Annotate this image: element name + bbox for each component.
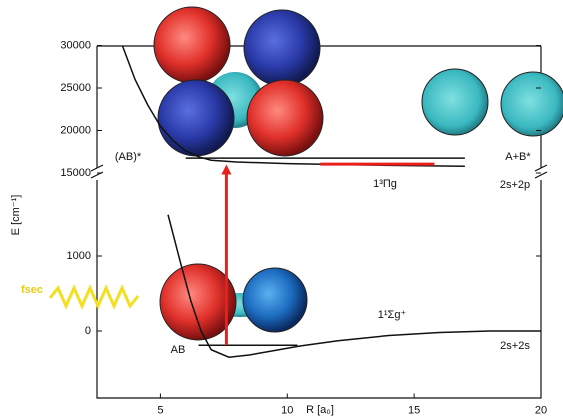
orbital bbox=[422, 69, 488, 135]
x-tick-label: 5 bbox=[157, 404, 163, 416]
annotation: AB bbox=[171, 344, 186, 356]
annotation: 2s+2p bbox=[500, 179, 530, 191]
x-axis-label: R [a₀] bbox=[306, 404, 334, 416]
annotation: 1¹Σg⁺ bbox=[378, 309, 407, 321]
orbital bbox=[158, 80, 234, 156]
chart: E [cm⁻¹] R [a₀] (AB)* A+B* 1³Πg 2s+2p 1¹… bbox=[0, 0, 563, 419]
annotation: 1³Πg bbox=[373, 178, 397, 190]
orbital bbox=[154, 7, 230, 83]
y-axis-label: E [cm⁻¹] bbox=[10, 195, 22, 236]
annotation: 2s+2s bbox=[500, 340, 530, 352]
orbitals bbox=[154, 7, 563, 340]
orbital bbox=[160, 264, 236, 340]
y-tick-label: 15000 bbox=[60, 167, 91, 179]
annotation: fsec bbox=[21, 284, 43, 296]
x-tick-label: 20 bbox=[535, 404, 547, 416]
laser-pulse bbox=[50, 288, 138, 306]
axis-break bbox=[91, 165, 547, 178]
x-tick-label: 15 bbox=[408, 404, 420, 416]
y-tick-label: 1000 bbox=[67, 250, 91, 262]
arrow-head bbox=[221, 165, 231, 175]
y-tick-label: 0 bbox=[85, 325, 91, 337]
annotation: (AB)* bbox=[115, 151, 142, 163]
orbital bbox=[244, 10, 320, 86]
y-tick-label: 25000 bbox=[60, 82, 91, 94]
orbital bbox=[243, 268, 307, 332]
orbital bbox=[501, 72, 563, 136]
y-tick-label: 30000 bbox=[60, 39, 91, 51]
y-tick-label: 20000 bbox=[60, 124, 91, 136]
annotation: A+B* bbox=[505, 151, 531, 163]
orbital bbox=[247, 80, 323, 156]
x-tick-label: 10 bbox=[281, 404, 293, 416]
